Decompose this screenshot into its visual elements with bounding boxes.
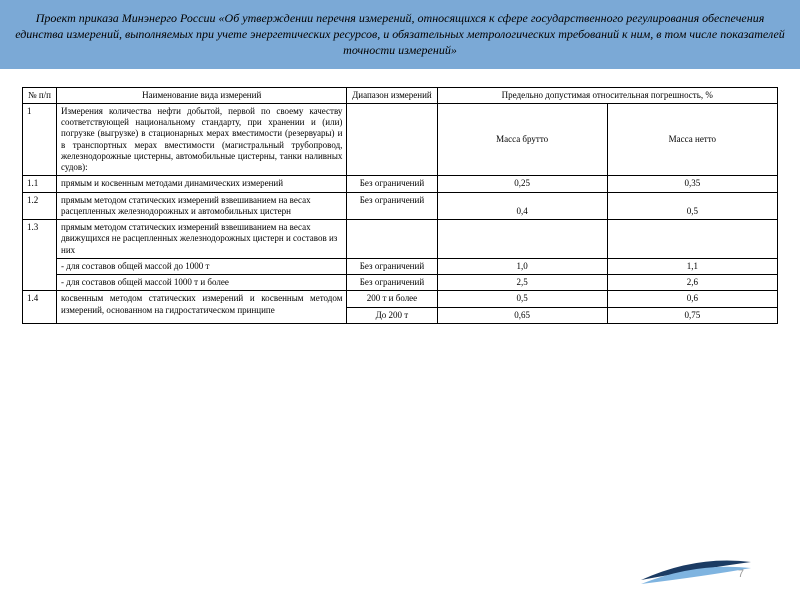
cell-range: Без ограничений bbox=[347, 275, 437, 291]
cell-net: 0,75 bbox=[607, 307, 777, 323]
title-bar: Проект приказа Минэнерго России «Об утве… bbox=[0, 0, 800, 69]
cell-range: Без ограничений bbox=[347, 192, 437, 220]
cell-net: 1,1 bbox=[607, 258, 777, 274]
header-range: Диапазон измерений bbox=[347, 87, 437, 103]
cell-range bbox=[347, 220, 437, 259]
cell-range: Без ограничений bbox=[347, 258, 437, 274]
cell-gross: 0,5 bbox=[437, 291, 607, 307]
cell-name: прямым и косвенным методами динамических… bbox=[57, 176, 347, 192]
cell-num: 1.2 bbox=[23, 192, 57, 220]
cell-gross bbox=[437, 220, 607, 259]
cell-net: 0,35 bbox=[607, 176, 777, 192]
header-row-1: № п/п Наименование вида измерений Диапаз… bbox=[23, 87, 778, 103]
cell-range: 200 т и более bbox=[347, 291, 437, 307]
measurements-table: № п/п Наименование вида измерений Диапаз… bbox=[22, 87, 778, 324]
table-row: 1.1 прямым и косвенным методами динамиче… bbox=[23, 176, 778, 192]
table-row: 1.2 прямым методом статических измерений… bbox=[23, 192, 778, 220]
cell-net: 0,6 bbox=[607, 291, 777, 307]
cell-gross: 2,5 bbox=[437, 275, 607, 291]
cell-net bbox=[607, 220, 777, 259]
cell-range: До 200 т bbox=[347, 307, 437, 323]
cell-name: прямым методом статических измерений взв… bbox=[57, 192, 347, 220]
cell-num: 1.3 bbox=[23, 220, 57, 291]
cell-name: косвенным методом статических измерений … bbox=[57, 291, 347, 324]
cell-range: Без ограничений bbox=[347, 176, 437, 192]
cell-name: Измерения количества нефти добытой, перв… bbox=[57, 103, 347, 176]
table-row: 1.4 косвенным методом статических измере… bbox=[23, 291, 778, 307]
cell-gross: 0,65 bbox=[437, 307, 607, 323]
cell-gross: 0,4 bbox=[437, 192, 607, 220]
table-row: - для составов общей массой до 1000 т Бе… bbox=[23, 258, 778, 274]
header-num: № п/п bbox=[23, 87, 57, 103]
table-row: 1.3 прямым методом статических измерений… bbox=[23, 220, 778, 259]
cell-range bbox=[347, 103, 437, 176]
table-row: 1 Измерения количества нефти добытой, пе… bbox=[23, 103, 778, 176]
cell-net: 2,6 bbox=[607, 275, 777, 291]
cell-gross: 0,25 bbox=[437, 176, 607, 192]
logo-swoosh-icon bbox=[636, 550, 756, 594]
table-row: - для составов общей массой 1000 т и бол… bbox=[23, 275, 778, 291]
cell-mass-gross: Масса брутто bbox=[437, 103, 607, 176]
cell-name: - для составов общей массой до 1000 т bbox=[57, 258, 347, 274]
header-name: Наименование вида измерений bbox=[57, 87, 347, 103]
content-area: № п/п Наименование вида измерений Диапаз… bbox=[0, 69, 800, 324]
cell-num: 1.4 bbox=[23, 291, 57, 324]
cell-name: - для составов общей массой 1000 т и бол… bbox=[57, 275, 347, 291]
cell-num: 1 bbox=[23, 103, 57, 176]
header-error: Предельно допустимая относительная погре… bbox=[437, 87, 777, 103]
cell-gross: 1,0 bbox=[437, 258, 607, 274]
cell-num: 1.1 bbox=[23, 176, 57, 192]
cell-mass-net: Масса нетто bbox=[607, 103, 777, 176]
document-title: Проект приказа Минэнерго России «Об утве… bbox=[15, 11, 785, 57]
cell-name: прямым методом статических измерений взв… bbox=[57, 220, 347, 259]
cell-net: 0,5 bbox=[607, 192, 777, 220]
